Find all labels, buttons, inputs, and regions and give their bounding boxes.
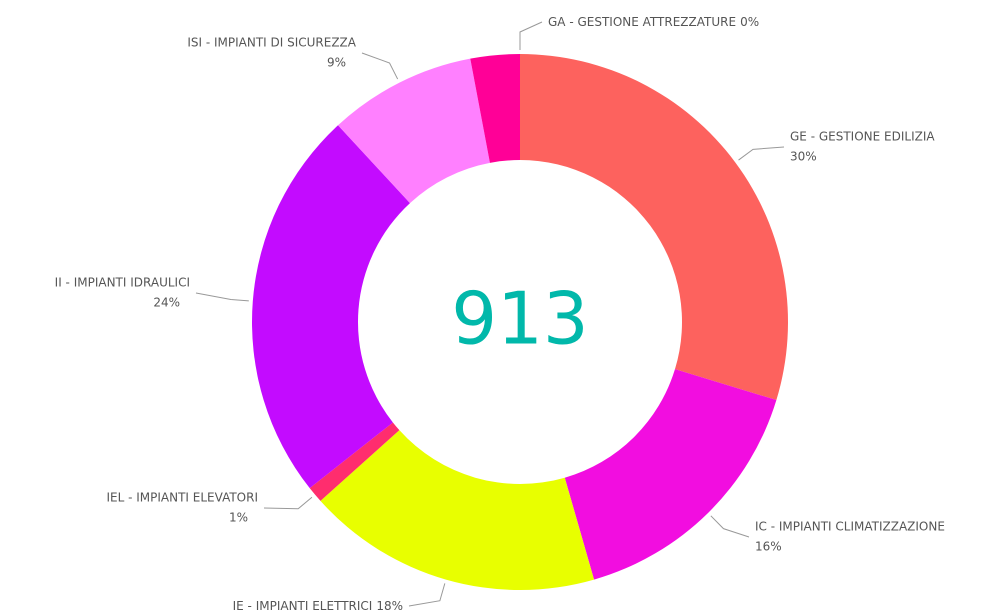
category-label: IC - IMPIANTI CLIMATIZZAZIONE <box>755 520 945 534</box>
leader-line <box>263 496 313 510</box>
leader-line <box>195 292 249 302</box>
value-label: 24% <box>153 296 180 310</box>
value-label: 18% <box>376 599 403 613</box>
slice-label: GA - GESTIONE ATTREZZATURE 0% <box>548 15 759 29</box>
slice <box>252 125 410 489</box>
slice <box>520 54 789 401</box>
slice-label: IE - IMPIANTI ELETTRICI 18% <box>233 599 403 613</box>
value-label: 30% <box>790 150 817 164</box>
leader-line <box>519 21 543 50</box>
value-label: 1% <box>229 511 248 525</box>
value-label: 0% <box>740 15 759 29</box>
slice <box>309 422 400 501</box>
leader-line <box>710 515 750 538</box>
category-label: GA - GESTIONE ATTREZZATURE <box>548 15 736 29</box>
slice <box>564 369 777 580</box>
category-label: GE - GESTIONE EDILIZIA <box>790 130 935 144</box>
leader-line <box>738 146 785 161</box>
center-label: 913 <box>451 277 588 361</box>
slice <box>470 54 520 163</box>
category-label: IE - IMPIANTI ELETTRICI <box>233 599 373 613</box>
value-label: 9% <box>327 56 346 70</box>
slice <box>320 430 595 590</box>
category-label: ISI - IMPIANTI DI SICUREZZA <box>187 36 356 50</box>
category-label: II - IMPIANTI IDRAULICI <box>55 276 190 290</box>
slice <box>338 58 490 204</box>
value-label: 16% <box>755 540 782 554</box>
category-label: IEL - IMPIANTI ELEVATORI <box>106 491 258 505</box>
leader-line <box>361 52 399 80</box>
leader-line <box>408 583 446 607</box>
